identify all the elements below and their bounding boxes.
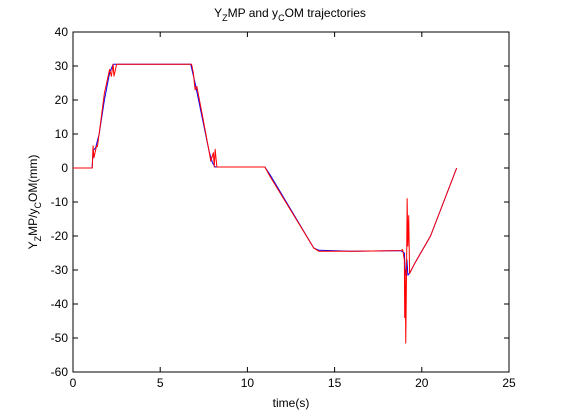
- y-tick-label: 20: [55, 93, 69, 107]
- plot-lines: [73, 63, 458, 344]
- series-line-1: [73, 63, 458, 344]
- y-tick-label: -50: [51, 331, 69, 345]
- y-tick-label: 40: [55, 25, 69, 39]
- x-tick-label: 0: [70, 376, 77, 390]
- y-tick-label: 0: [61, 161, 68, 175]
- x-axis-label: time(s): [273, 396, 310, 410]
- y-tick-label: 30: [55, 59, 69, 73]
- x-tick-label: 5: [157, 376, 164, 390]
- plot-area: [72, 31, 510, 373]
- y-tick-label: -10: [51, 195, 69, 209]
- y-axis: 40 30 20 10 0 -10 -20 -30 -40 -50 -60: [51, 25, 509, 379]
- x-tick-label: 10: [241, 376, 255, 390]
- y-tick-label: -40: [51, 297, 69, 311]
- y-tick-label: -30: [51, 263, 69, 277]
- chart-title: YZMP and yCOM trajectories: [214, 6, 366, 23]
- y-tick-label: 10: [55, 127, 69, 141]
- x-tick-label: 20: [415, 376, 429, 390]
- x-tick-label: 15: [328, 376, 342, 390]
- y-axis-label: YZMP/yCOM(mm): [26, 155, 43, 250]
- x-axis: 0 5 10 15 20 25: [70, 32, 516, 390]
- y-tick-label: -20: [51, 229, 69, 243]
- y-tick-label: -60: [51, 365, 69, 379]
- x-tick-label: 25: [502, 376, 516, 390]
